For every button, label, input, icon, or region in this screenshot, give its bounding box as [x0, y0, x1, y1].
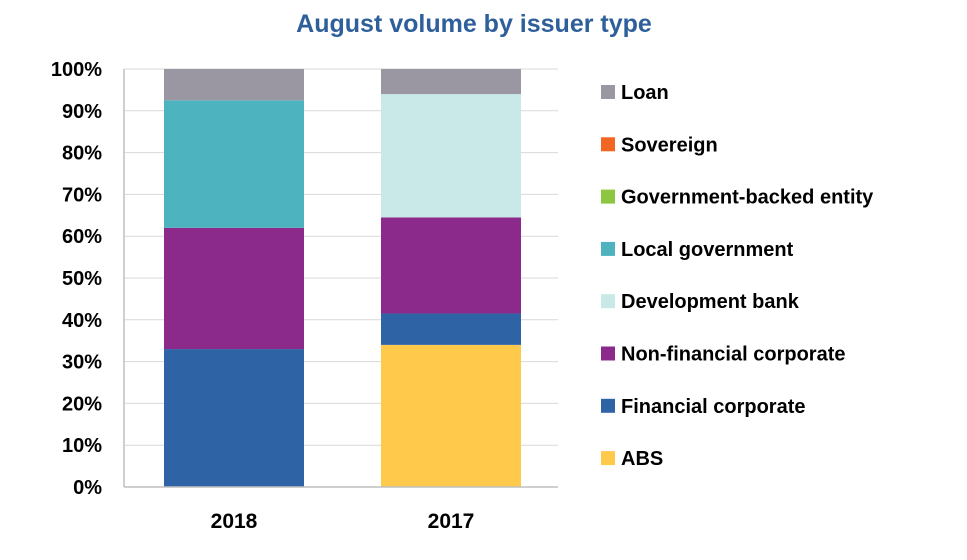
bar-segment-abs-2017	[381, 344, 521, 487]
legend-label: Local government	[621, 239, 794, 261]
legend-label: Sovereign	[621, 134, 718, 156]
y-tick-label: 10%	[62, 435, 102, 457]
y-axis-ticks: 0% 10% 20% 30% 40% 50% 60% 70% 80% 90% 100%	[51, 59, 102, 499]
bar-segment-local-government-2018	[164, 100, 304, 228]
legend-swatch	[601, 294, 615, 309]
legend-swatch	[601, 137, 615, 152]
legend: Loan Sovereign Government-backed entity Loc…	[601, 82, 874, 470]
legend-label: Loan	[621, 82, 669, 104]
legend-swatch	[601, 451, 615, 466]
legend-label: Government-backed entity	[621, 187, 874, 209]
legend-label: ABS	[621, 448, 663, 470]
legend-swatch	[601, 85, 615, 99]
legend-swatch	[601, 398, 615, 413]
x-category-label: 2017	[428, 510, 475, 533]
x-category-label: 2018	[211, 510, 258, 533]
legend-swatch	[601, 241, 615, 256]
bars	[164, 69, 521, 487]
y-tick-label: 70%	[62, 184, 102, 206]
bar-segment-non-financial-corporate-2017	[381, 217, 521, 314]
legend-swatch	[601, 346, 615, 361]
y-tick-label: 60%	[62, 226, 102, 248]
bar-segment-development-bank-2017	[381, 94, 521, 218]
bar-segment-financial-corporate-2017	[381, 313, 521, 345]
legend-label: Non-financial corporate	[621, 344, 845, 366]
x-axis-categories: 2018 2017	[211, 510, 475, 533]
y-tick-label: 90%	[62, 101, 102, 123]
bar-segment-loan-2017	[381, 69, 521, 95]
legend-label: Financial corporate	[621, 396, 806, 418]
axes	[123, 69, 558, 488]
y-tick-label: 40%	[62, 310, 102, 332]
y-tick-label: 100%	[51, 59, 102, 81]
bar-segment-non-financial-corporate-2018	[164, 227, 304, 350]
y-tick-label: 80%	[62, 143, 102, 165]
legend-swatch	[601, 189, 615, 204]
legend-label: Development bank	[621, 291, 800, 313]
chart-title: August volume by issuer type	[296, 10, 652, 38]
y-tick-label: 20%	[62, 393, 102, 415]
bar-segment-financial-corporate-2018	[164, 349, 304, 487]
y-tick-label: 0%	[73, 477, 102, 499]
bar-segment-loan-2018	[164, 69, 304, 101]
y-tick-label: 30%	[62, 352, 102, 374]
y-tick-label: 50%	[62, 268, 102, 290]
